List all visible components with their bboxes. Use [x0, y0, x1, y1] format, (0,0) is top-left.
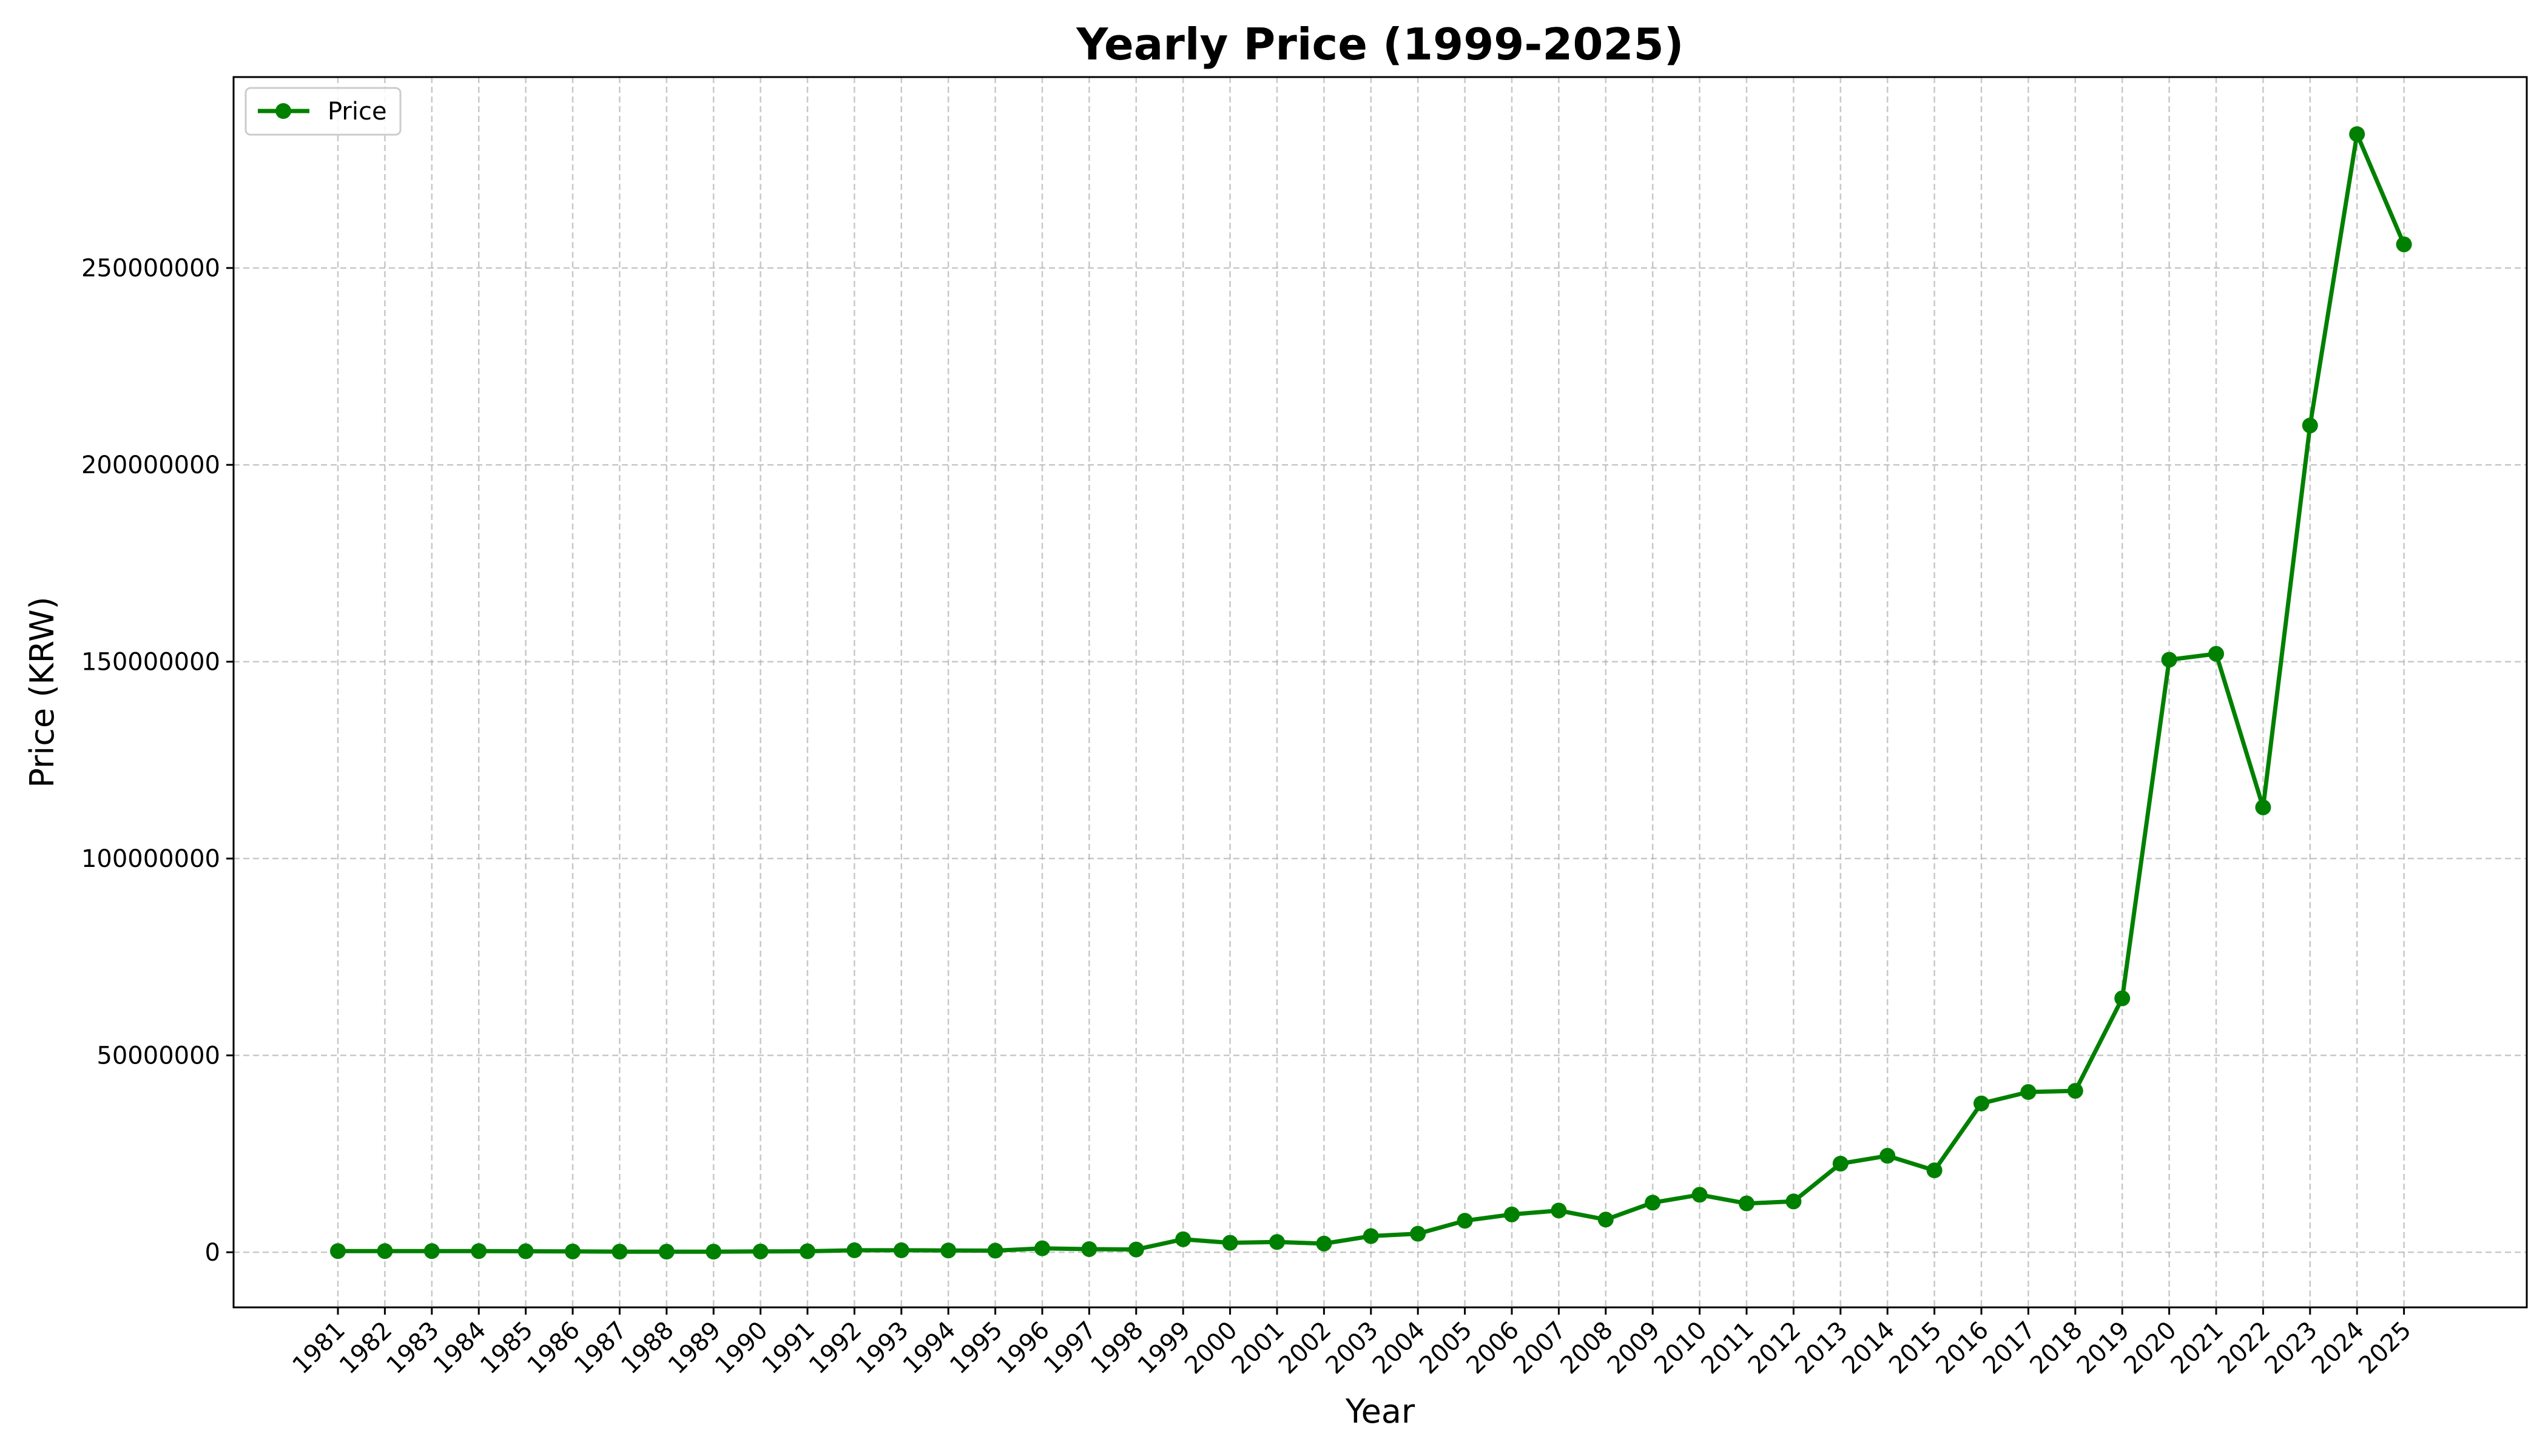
- series-price: [330, 126, 2412, 1260]
- data-point: [1457, 1213, 1473, 1229]
- data-point: [987, 1242, 1003, 1259]
- data-point: [1504, 1206, 1520, 1222]
- data-point: [752, 1243, 769, 1259]
- data-point: [1081, 1241, 1097, 1257]
- data-point: [2255, 799, 2271, 815]
- legend-marker-swatch: [275, 103, 291, 119]
- y-tick-label: 100000000: [81, 845, 220, 873]
- data-point: [2020, 1084, 2037, 1100]
- data-point: [1597, 1212, 1614, 1228]
- data-point: [893, 1242, 909, 1258]
- data-point: [1128, 1241, 1144, 1258]
- y-tick-label: 250000000: [81, 255, 220, 283]
- data-point: [471, 1243, 487, 1259]
- data-point: [940, 1242, 957, 1259]
- data-point: [1034, 1240, 1050, 1256]
- x-axis-label: Year: [1345, 1392, 1415, 1431]
- data-point: [2067, 1083, 2083, 1099]
- data-point: [2114, 990, 2131, 1006]
- data-point: [1973, 1095, 1989, 1111]
- data-point: [565, 1243, 581, 1259]
- data-point: [330, 1243, 346, 1259]
- data-point: [1316, 1235, 1332, 1252]
- legend-box: [244, 87, 402, 136]
- data-point: [2396, 236, 2412, 252]
- legend-label-price: Price: [328, 98, 387, 126]
- data-point: [706, 1244, 722, 1260]
- data-point: [1645, 1195, 1661, 1211]
- data-point: [1739, 1195, 1754, 1212]
- data-point: [2161, 652, 2177, 668]
- data-point: [800, 1243, 815, 1259]
- data-point: [1269, 1234, 1285, 1250]
- legend: Price: [244, 87, 402, 136]
- y-tick-label: 150000000: [81, 649, 220, 676]
- data-point: [1926, 1162, 1943, 1179]
- data-point: [1410, 1225, 1426, 1242]
- data-point: [846, 1242, 863, 1258]
- plot-area-frame: [232, 76, 2528, 1309]
- y-axis: 0 50000000 100000000 150000000 200000000 2500…: [81, 255, 234, 1267]
- data-point: [612, 1244, 628, 1260]
- data-point: [2302, 417, 2318, 434]
- y-tick-label: 50000000: [96, 1042, 220, 1070]
- data-point: [1222, 1235, 1238, 1251]
- data-point: [517, 1243, 534, 1259]
- data-point: [1832, 1156, 1849, 1172]
- data-point: [1785, 1193, 1802, 1210]
- data-point: [2208, 645, 2224, 662]
- data-point: [2349, 126, 2365, 143]
- data-point: [377, 1243, 393, 1259]
- chart-title: Yearly Price (1999-2025): [1076, 19, 1684, 70]
- data-point: [1175, 1231, 1191, 1247]
- data-point: [1363, 1228, 1379, 1244]
- grid-lines: [234, 77, 2527, 1307]
- y-tick-label: 0: [205, 1239, 220, 1267]
- data-point: [658, 1244, 675, 1260]
- data-point: [1691, 1187, 1708, 1203]
- data-point: [1879, 1148, 1896, 1164]
- data-point: [1551, 1202, 1567, 1219]
- y-tick-label: 200000000: [81, 451, 220, 479]
- y-axis-label: Price (KRW): [23, 596, 61, 787]
- data-point: [423, 1243, 440, 1259]
